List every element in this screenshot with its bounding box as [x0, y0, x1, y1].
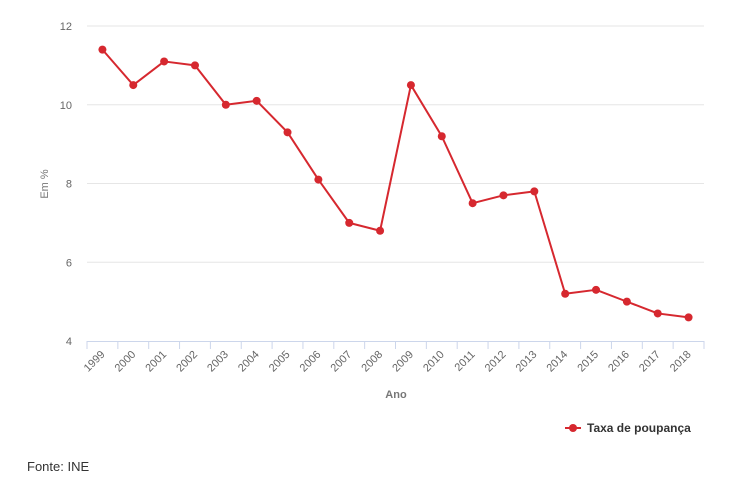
x-tick-label: 2004	[236, 349, 262, 375]
legend-marker	[569, 424, 577, 432]
x-tick-label: 2018	[668, 349, 694, 375]
data-point	[622, 297, 631, 306]
data-point	[252, 96, 261, 105]
y-tick-label: 4	[66, 336, 72, 348]
data-point	[684, 313, 693, 322]
x-tick-label: 2017	[637, 349, 663, 375]
series-line	[101, 48, 689, 319]
source-note: Fonte: INE	[27, 459, 90, 474]
x-tick-label: 2003	[205, 349, 231, 375]
x-tick-label: 2011	[453, 349, 478, 374]
y-axis-title: Em %	[39, 169, 51, 199]
x-tick-label: 1999	[82, 349, 108, 375]
x-tick-label: 2007	[329, 349, 355, 375]
y-tick-label: 6	[66, 257, 72, 269]
x-axis-tick-marks	[86, 341, 705, 349]
data-point	[98, 45, 107, 54]
data-point	[653, 309, 662, 318]
y-axis-tick-labels: 4 6 8 10 12	[60, 21, 72, 348]
x-tick-label: 2000	[113, 349, 139, 375]
data-point	[190, 61, 199, 70]
data-point	[468, 199, 477, 208]
x-tick-label: 2015	[575, 349, 601, 375]
data-point	[437, 132, 446, 141]
data-point	[160, 57, 169, 66]
data-point	[345, 218, 354, 227]
data-point	[592, 285, 601, 294]
x-tick-label: 2016	[606, 349, 632, 375]
data-point	[406, 81, 415, 90]
data-point	[129, 81, 138, 90]
x-axis-title: Ano	[385, 389, 407, 401]
x-tick-label: 2009	[390, 349, 416, 375]
x-tick-label: 2013	[514, 349, 540, 375]
series-group	[98, 45, 693, 322]
grid-lines	[87, 25, 704, 263]
x-tick-label: 2012	[483, 349, 509, 375]
data-point	[561, 289, 570, 298]
data-point	[314, 175, 323, 184]
x-axis-tick-labels: 1999 2000 2001 2002 2003 2004 2005 2006 2007 2008…	[82, 349, 694, 375]
x-tick-label: 2006	[298, 349, 324, 375]
y-tick-label: 12	[60, 21, 72, 33]
x-tick-label: 2002	[174, 349, 200, 375]
x-tick-label: 2010	[421, 349, 447, 375]
data-point	[530, 187, 539, 196]
data-point	[221, 100, 230, 109]
data-point	[499, 191, 508, 200]
x-tick-label: 2001	[143, 349, 169, 375]
data-point	[283, 128, 292, 137]
x-tick-label: 2005	[267, 349, 293, 375]
data-point	[376, 226, 385, 235]
y-tick-label: 10	[60, 100, 72, 112]
x-tick-label: 2008	[359, 349, 385, 375]
x-tick-label: 2014	[544, 349, 570, 375]
legend-label: Taxa de poupança	[587, 421, 691, 435]
legend[interactable]: Taxa de poupança	[565, 421, 691, 435]
y-tick-label: 8	[66, 179, 72, 191]
